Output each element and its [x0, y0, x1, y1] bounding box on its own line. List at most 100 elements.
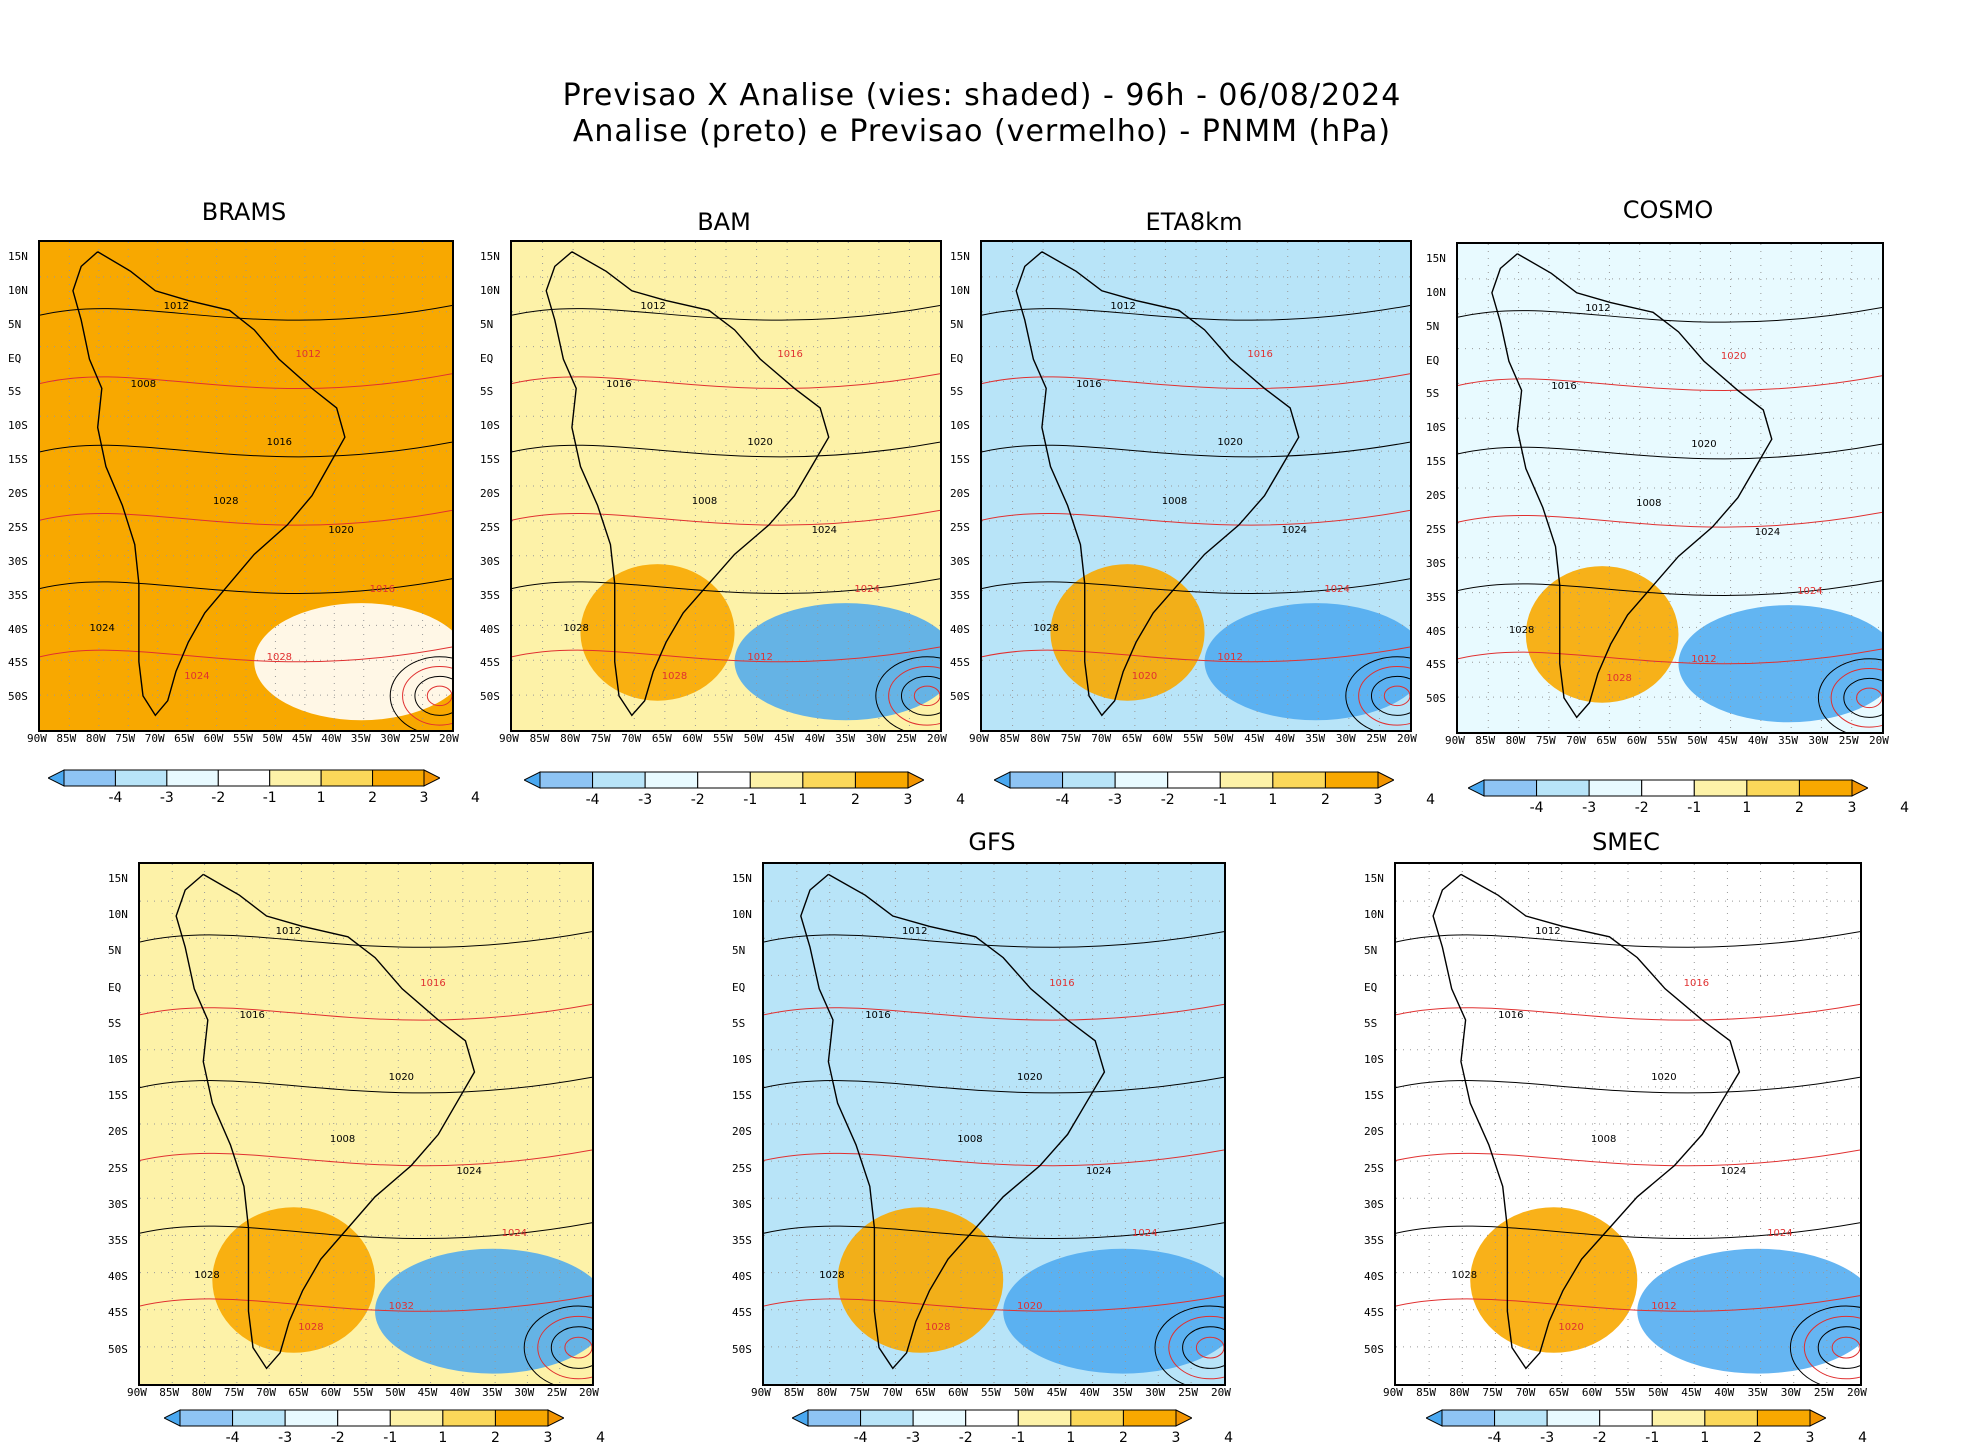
lon-tick-label: 40W [1274, 732, 1295, 745]
high-pressure-isobar [564, 1336, 592, 1359]
lat-tick-label: 40S [480, 622, 500, 636]
colorbar-label: 2 [1320, 792, 1330, 808]
lon-tick-label: 40W [1747, 734, 1768, 747]
lat-tick-label: 30S [1426, 556, 1446, 570]
map-frame: 1012 1016 1020 1024 1028 1008 1016 1024 1028 1012 [510, 240, 942, 732]
forecast-isobar [140, 1149, 592, 1167]
colorbar-label: -4 [853, 1430, 868, 1446]
colorbar: -4 -3 -2 -1 1 2 3 4 [1424, 1408, 1867, 1448]
lon-tick-label: 70W [1515, 1386, 1536, 1399]
lat-tick-label: 45S [8, 656, 28, 670]
lat-tick-label: 30S [8, 554, 28, 568]
lat-tick-label: 50S [732, 1342, 752, 1356]
analysis-isobar-label: 1012 [163, 300, 190, 312]
lat-tick-label: 5S [108, 1016, 122, 1030]
positive-bias-area [837, 1207, 1004, 1353]
lon-tick-label: 65W [915, 1386, 936, 1399]
high-pressure-isobar [1370, 675, 1410, 716]
analysis-isobar-label: 1020 [388, 1072, 415, 1083]
forecast-isobar-label: 1016 [369, 583, 396, 595]
lon-tick-label: 35W [1747, 1386, 1768, 1399]
lat-tick-label: 10S [480, 419, 500, 433]
colorbar-label: -4 [1487, 1430, 1502, 1446]
lon-tick-label: 35W [1778, 734, 1799, 747]
lon-tick-label: 65W [1121, 732, 1142, 745]
lat-tick-label: EQ [108, 980, 122, 994]
lat-tick-label: 5N [732, 944, 746, 958]
lat-tick-label: 15S [732, 1089, 752, 1103]
lon-tick-label: 45W [1244, 732, 1265, 745]
map-frame: 1012 1008 1016 1020 1024 1028 1012 1016 1024 1028 [38, 240, 454, 732]
forecast-isobar [1458, 511, 1882, 528]
lon-tick-label: 85W [1475, 734, 1496, 747]
lon-tick-label: 60W [320, 1386, 341, 1399]
colorbar-segment [1704, 1409, 1758, 1427]
analysis-isobar [1396, 931, 1860, 948]
high-pressure-isobar [537, 1315, 592, 1380]
lat-tick-label: 15N [108, 872, 128, 885]
colorbar-extend-left [992, 771, 1011, 789]
analysis-isobar-label: 1016 [266, 437, 293, 449]
colorbar-segment [63, 769, 116, 787]
south-america-coastline [545, 251, 830, 717]
colorbar-segment [697, 771, 751, 789]
analysis-isobar [40, 578, 452, 594]
colorbar-segment [284, 1409, 339, 1427]
lon-tick-label: 85W [783, 1386, 804, 1399]
lat-tick-label: 35S [950, 588, 970, 602]
high-pressure-isobar [1345, 656, 1410, 730]
colorbar-segment [1017, 1409, 1072, 1427]
analysis-isobar [140, 931, 592, 948]
lon-tick-label: 25W [1178, 1386, 1199, 1399]
map-frame: 1012 1016 1020 1024 1028 1008 1016 1024 1020 1012 [980, 240, 1412, 732]
lat-tick-label: 20S [8, 487, 28, 501]
lon-tick-label: 20W [1847, 1386, 1867, 1399]
lat-tick-label: 35S [1426, 590, 1446, 604]
high-pressure-isobar [1154, 1305, 1224, 1384]
colorbar-extend-left [162, 1409, 181, 1427]
analysis-isobar-label: 1024 [456, 1165, 482, 1177]
colorbar-segment [269, 769, 322, 787]
lon-tick-label: 40W [321, 732, 342, 745]
colorbar-segment [749, 771, 804, 789]
forecast-isobar-label: 1016 [777, 349, 803, 361]
colorbar-svg [1466, 779, 1870, 797]
colorbar-label: 3 [419, 790, 429, 806]
panel-title: ETA8km [1145, 208, 1243, 236]
colorbar-label: 4 [596, 1430, 606, 1446]
panel-title: BRAMS [201, 198, 287, 226]
analysis-isobar-label: 1028 [213, 495, 239, 507]
analysis-isobar-label: 1012 [902, 926, 928, 938]
analysis-isobar-label: 1012 [1110, 300, 1136, 312]
lat-tick-label: 30S [732, 1197, 752, 1211]
forecast-isobar-label: 1012 [747, 651, 773, 663]
forecast-isobar [140, 1003, 592, 1021]
high-pressure-isobar [1168, 1315, 1224, 1380]
colorbar-label: -2 [1634, 800, 1649, 816]
lon-tick-label: 35W [350, 732, 371, 745]
colorbar-segment [854, 771, 909, 789]
map-frame: 1012 1016 1020 1024 1028 1008 1016 1024 1028 1032 [138, 862, 594, 1386]
lon-tick-label: 30W [865, 732, 886, 745]
colorbar-extend-left [522, 771, 541, 789]
forecast-isobar-label: 1024 [1797, 585, 1823, 597]
analysis-isobar [512, 304, 940, 321]
colorbar-svg [162, 1409, 566, 1427]
high-pressure-isobar [1830, 668, 1882, 728]
colorbar-svg [46, 769, 442, 787]
lat-tick-label: 5S [1426, 387, 1440, 401]
lon-tick-label: 90W [1445, 734, 1465, 747]
lon-tick-label: 45W [1046, 1386, 1067, 1399]
colorbar-segment [1219, 771, 1274, 789]
analysis-isobar-label: 1016 [1498, 1009, 1524, 1021]
analysis-isobar [764, 1076, 1224, 1094]
lon-tick-label: 25W [896, 732, 917, 745]
forecast-isobar [1396, 1295, 1860, 1312]
lon-tick-label: 80W [1030, 732, 1051, 745]
forecast-isobar-label: 1016 [1247, 349, 1273, 361]
colorbar-segment [1693, 779, 1748, 797]
lon-tick-label: 75W [1060, 732, 1081, 745]
forecast-isobar [1458, 648, 1882, 665]
colorbar-extend-left [46, 769, 65, 787]
lon-tick-label: 20W [579, 1386, 599, 1399]
